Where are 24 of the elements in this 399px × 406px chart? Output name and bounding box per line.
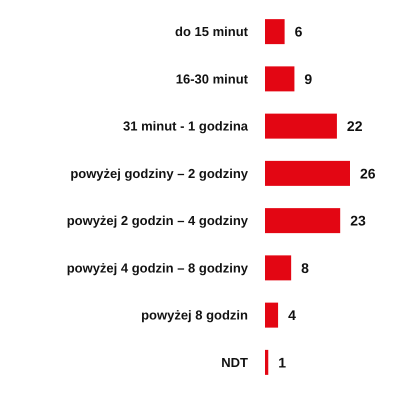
y-tick-label: NDT — [221, 354, 248, 370]
bar — [265, 114, 337, 139]
y-tick-label: do 15 minut — [175, 24, 249, 40]
bar — [265, 350, 268, 375]
bar — [265, 208, 340, 234]
bar — [265, 160, 350, 186]
y-tick-label: powyżej godziny – 2 godziny — [70, 166, 249, 181]
y-tick-label: 31 minut - 1 godzina — [123, 118, 249, 134]
data-label: 4 — [288, 307, 296, 324]
y-tick-label: powyżej 2 godzin – 4 godziny — [66, 213, 249, 228]
data-label: 6 — [294, 24, 303, 40]
bar — [265, 66, 294, 92]
bar — [265, 255, 292, 280]
y-tick-label: 16-30 minut — [176, 71, 249, 86]
data-label: 1 — [278, 354, 286, 370]
y-tick-label: powyżej 4 godzin – 8 godziny — [66, 260, 249, 276]
data-label: 23 — [350, 212, 366, 229]
data-label: 9 — [304, 70, 312, 87]
data-label: 22 — [346, 118, 363, 134]
bar — [265, 19, 285, 44]
data-label: 8 — [301, 260, 310, 276]
bar — [265, 302, 278, 328]
y-tick-label: powyżej 8 godzin — [141, 308, 248, 323]
data-label: 26 — [360, 165, 376, 182]
